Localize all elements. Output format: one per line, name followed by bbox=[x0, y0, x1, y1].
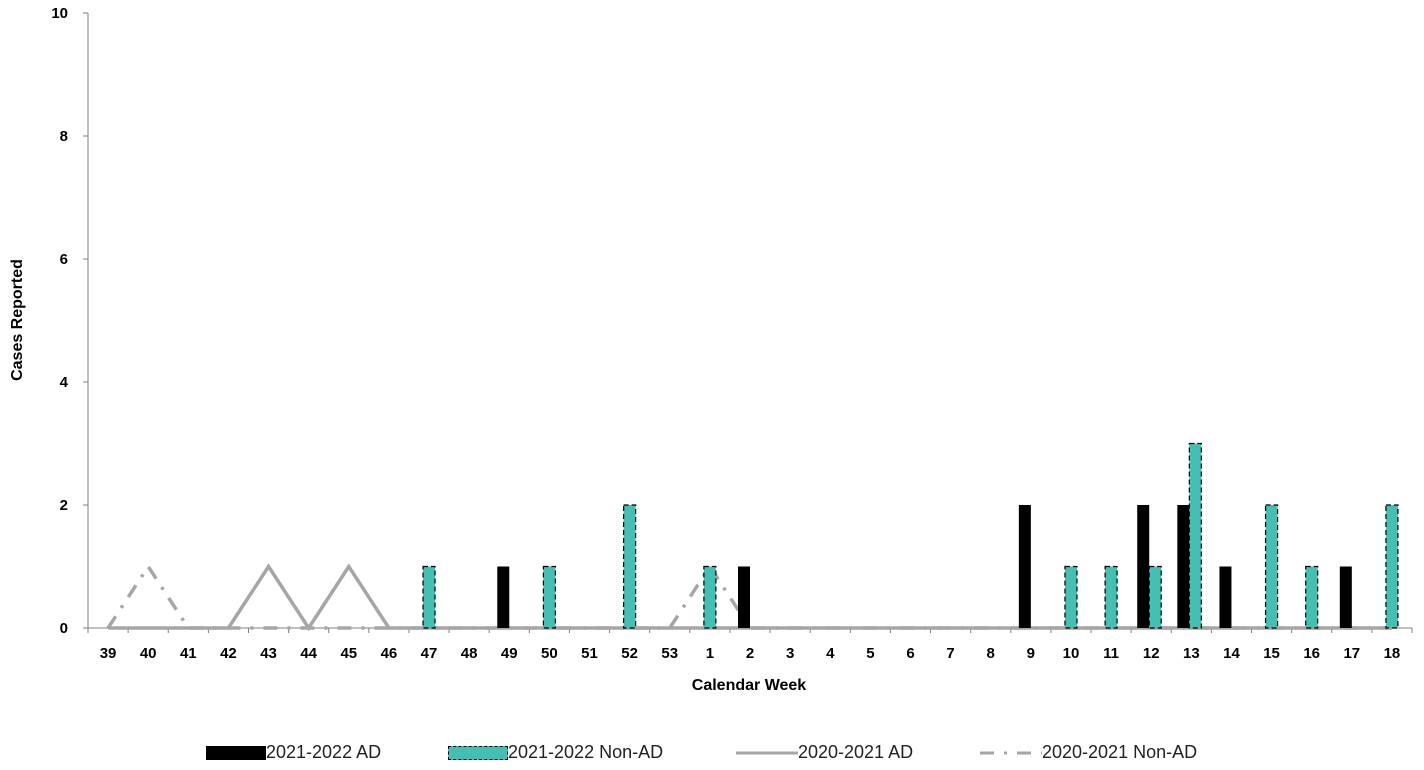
y-tick-label: 4 bbox=[60, 374, 69, 391]
bar-nonad-2122 bbox=[1385, 504, 1399, 629]
bar-ad-2122 bbox=[497, 566, 510, 628]
bar-nonad-2122 bbox=[422, 565, 436, 629]
bar-ad-2122 bbox=[1219, 566, 1232, 628]
x-tick-label: 40 bbox=[140, 645, 157, 662]
bar-nonad-2122 bbox=[1104, 565, 1118, 629]
x-tick-label: 8 bbox=[987, 645, 995, 662]
x-tick-label: 18 bbox=[1384, 645, 1401, 662]
bar-ad-2122 bbox=[1018, 505, 1031, 628]
bar-ad-2122 bbox=[1339, 566, 1352, 628]
x-tick-label: 47 bbox=[421, 645, 438, 662]
legend-item-nonad-2122: 2021-2022 Non-AD bbox=[448, 742, 663, 763]
legend-swatch-ad-2021 bbox=[736, 751, 798, 754]
x-tick-label: 13 bbox=[1183, 645, 1200, 662]
legend-swatch-nonad-2122 bbox=[448, 745, 508, 760]
legend-swatch-ad-2122 bbox=[206, 745, 266, 760]
x-tick-label: 15 bbox=[1263, 645, 1280, 662]
x-tick-label: 46 bbox=[381, 645, 398, 662]
x-axis-title: Calendar Week bbox=[692, 677, 807, 694]
x-tick-label: 44 bbox=[300, 645, 317, 662]
x-tick-label: 51 bbox=[581, 645, 598, 662]
x-tick-label: 12 bbox=[1143, 645, 1160, 662]
y-tick-label: 10 bbox=[51, 5, 68, 22]
x-tick-label: 11 bbox=[1103, 645, 1119, 662]
x-tick-label: 6 bbox=[906, 645, 914, 662]
bar-ad-2122 bbox=[1177, 505, 1190, 628]
bar-nonad-2122 bbox=[1148, 565, 1162, 629]
x-tick-label: 52 bbox=[621, 645, 638, 662]
x-tick-label: 14 bbox=[1223, 645, 1240, 662]
x-tick-label: 39 bbox=[100, 645, 117, 662]
x-tick-label: 45 bbox=[340, 645, 357, 662]
x-tick-label: 50 bbox=[541, 645, 558, 662]
bar-nonad-2122 bbox=[1188, 442, 1202, 629]
bar-nonad-2122 bbox=[542, 565, 556, 629]
legend-swatch-nonad-2021 bbox=[980, 751, 1042, 754]
legend-item-ad-2122: 2021-2022 AD bbox=[206, 742, 381, 763]
bar-ad-2122 bbox=[738, 566, 750, 628]
bar-nonad-2122 bbox=[1064, 565, 1078, 629]
bar-nonad-2122 bbox=[623, 504, 637, 629]
x-tick-label: 7 bbox=[946, 645, 954, 662]
x-tick-label: 5 bbox=[866, 645, 874, 662]
x-tick-label: 2 bbox=[746, 645, 754, 662]
x-tick-label: 42 bbox=[220, 645, 237, 662]
legend: 2021-2022 AD 2021-2022 Non-AD 2020-2021 … bbox=[0, 742, 1424, 768]
bar-nonad-2122 bbox=[1305, 565, 1319, 629]
legend-label-ad-2122: 2021-2022 AD bbox=[266, 742, 382, 762]
x-tick-label: 4 bbox=[826, 645, 835, 662]
x-tick-label: 49 bbox=[501, 645, 518, 662]
legend-item-nonad-2021: 2020-2021 Non-AD bbox=[980, 742, 1197, 763]
x-tick-label: 1 bbox=[706, 645, 714, 662]
y-axis-title: Cases Reported bbox=[9, 259, 26, 381]
bar-ad-2122 bbox=[1137, 505, 1150, 628]
bar-nonad-2122 bbox=[1264, 504, 1279, 629]
x-tick-label: 16 bbox=[1303, 645, 1320, 662]
y-tick-label: 0 bbox=[60, 620, 68, 637]
x-tick-label: 10 bbox=[1063, 645, 1080, 662]
x-tick-label: 48 bbox=[461, 645, 478, 662]
legend-label-ad-2021: 2020-2021 AD bbox=[798, 742, 914, 762]
x-tick-label: 53 bbox=[661, 645, 678, 662]
legend-item-ad-2021: 2020-2021 AD bbox=[736, 742, 913, 763]
x-tick-label: 43 bbox=[260, 645, 277, 662]
legend-label-nonad-2122: 2021-2022 Non-AD bbox=[508, 742, 664, 762]
y-tick-label: 6 bbox=[60, 251, 68, 268]
bar-nonad-2122 bbox=[703, 565, 717, 629]
y-tick-label: 2 bbox=[60, 497, 68, 514]
legend-label-nonad-2021: 2020-2021 Non-AD bbox=[1042, 742, 1198, 762]
x-tick-label: 41 bbox=[180, 645, 197, 662]
x-tick-label: 17 bbox=[1343, 645, 1360, 662]
x-tick-label: 9 bbox=[1027, 645, 1035, 662]
x-tick-label: 3 bbox=[786, 645, 794, 662]
y-tick-label: 8 bbox=[60, 128, 68, 145]
